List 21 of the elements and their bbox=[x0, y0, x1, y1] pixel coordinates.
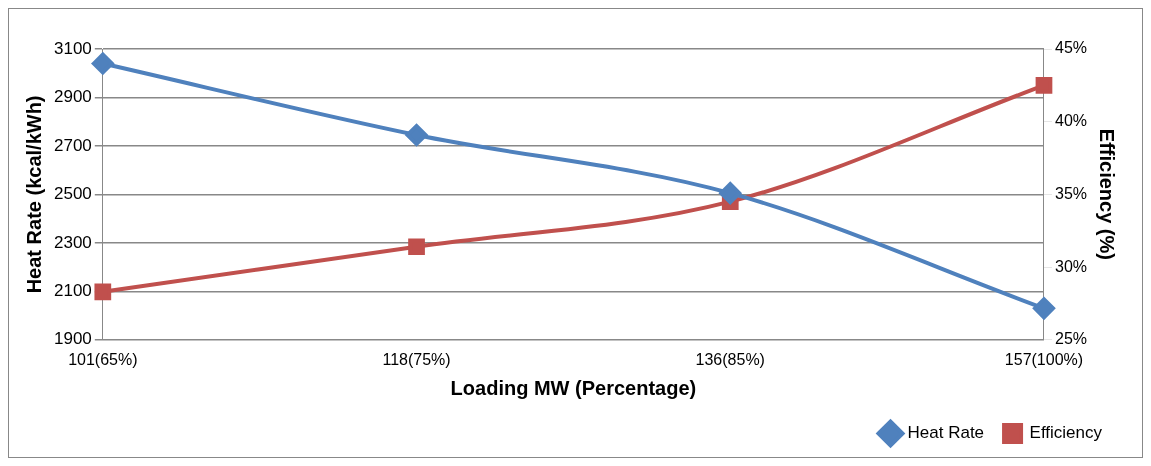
x-axis-title: Loading MW (Percentage) bbox=[450, 376, 697, 399]
y2-tick-label: 25% bbox=[1054, 330, 1088, 348]
y-tick-label: 3100 bbox=[53, 38, 92, 58]
y-tick-label: 2300 bbox=[53, 232, 92, 252]
y2-tick-label: 35% bbox=[1054, 184, 1088, 202]
x-tick-label: 136(85%) bbox=[695, 350, 765, 368]
x-tick-label: 101(65%) bbox=[68, 350, 138, 368]
y-axis-title: Heat Rate (kcal/kWh) bbox=[22, 95, 45, 294]
y-tick-label: 2500 bbox=[53, 184, 92, 204]
x-tick-label: 157(100%) bbox=[1004, 350, 1084, 368]
y2-tick-label: 45% bbox=[1054, 39, 1088, 57]
y2-tick-label: 40% bbox=[1054, 112, 1088, 130]
y-tick-label: 2100 bbox=[53, 281, 92, 301]
x-tick-label: 118(75%) bbox=[382, 350, 451, 368]
y2-tick-label: 30% bbox=[1054, 257, 1088, 275]
legend-label: Heat Rate bbox=[907, 423, 985, 443]
y-tick-label: 2900 bbox=[53, 87, 92, 107]
legend-label: Efficiency bbox=[1029, 423, 1103, 443]
y-tick-label: 1900 bbox=[53, 329, 92, 349]
y-tick-label: 2700 bbox=[53, 135, 92, 155]
y2-axis-title: Efficiency (%) bbox=[1096, 128, 1119, 260]
